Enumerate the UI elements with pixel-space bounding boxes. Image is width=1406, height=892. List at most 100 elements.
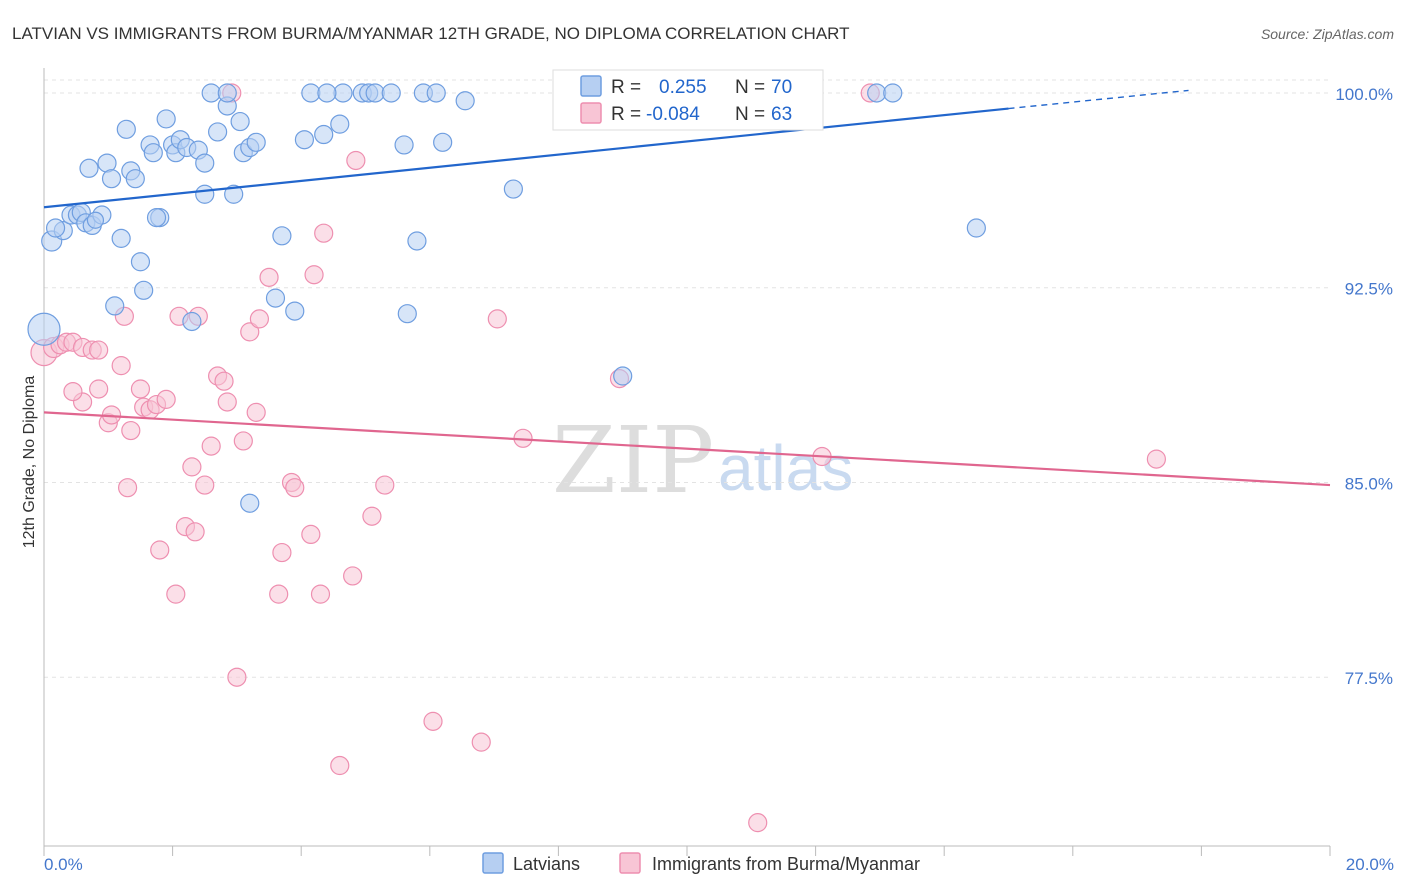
burma-point [89,379,109,399]
latvians-point [455,91,475,111]
burma-point [301,524,321,545]
burma-point [748,813,768,833]
stats-swatch-burma [580,102,602,124]
y-tick-label: 92.5% [1345,280,1393,299]
latvians-point [146,208,167,228]
latvians-point [867,83,887,103]
latvians-point [265,288,286,308]
latvians-point [208,122,228,142]
legend-label-burma: Immigrants from Burma/Myanmar [652,854,920,874]
latvians-point [246,132,266,152]
latvians-point [397,304,417,324]
stats-r-label-latvians: R = [611,77,641,98]
burma-point [214,371,234,391]
burma-point [314,223,334,243]
latvians-point [285,301,305,321]
latvians-point [101,169,122,189]
latvians-point [240,493,260,513]
burma-point [111,356,131,376]
latvians-point [105,296,125,316]
stats-swatch-latvians [580,75,602,97]
burma-point [217,392,237,412]
latvians-point [195,153,215,173]
chart-source: Source: ZipAtlas.com [1261,26,1394,42]
burma-point [330,755,350,776]
latvians-point [79,158,99,178]
burma-point [246,402,266,422]
burma-trend-line [43,411,1331,487]
stats-legend: R = 0.255 N = 70 R = -0.084 N = 63 [552,69,824,131]
latvians-point [230,111,250,132]
burma-point [117,478,138,498]
latvians-point [134,280,154,300]
y-axis-label: 12th Grade, No Diploma [21,376,38,549]
latvians-point [125,169,145,189]
burma-point [259,267,279,287]
series-latvians [27,83,986,513]
legend-swatch-latvians [482,852,504,874]
y-tick-label: 85.0% [1345,474,1393,493]
stats-n-label-latvians: N = [735,77,765,98]
stats-r-label-burma: R = [611,104,641,125]
latvians-point [883,83,903,103]
burma-point [185,522,205,542]
burma-point [272,542,292,563]
legend-label-latvians: Latvians [513,854,580,874]
burma-point [89,340,109,360]
watermark-zip: ZIP [552,407,714,514]
burma-point [1146,449,1166,469]
y-tick-label: 100.0% [1335,85,1393,104]
burma-point [233,431,253,451]
burma-point [130,379,151,399]
burma-point [269,584,289,604]
latvians-point [330,114,350,134]
burma-point [150,540,170,560]
latvians-point [503,179,523,199]
latvians-point [224,184,244,204]
latvians-point [317,83,337,103]
burma-point [182,457,202,477]
burma-point [121,420,141,441]
series-burma [30,83,1166,833]
latvians-point [45,218,66,238]
latvians-point [966,218,986,238]
gridlines [44,79,1330,678]
latvians-trend-extension [1008,89,1189,110]
burma-point [487,309,507,329]
latvians-point [613,366,633,386]
burma-point [240,322,260,342]
latvians-point [407,231,427,251]
trend-lines [43,89,1331,487]
latvians-point [314,124,334,145]
latvians-point [111,228,131,248]
burma-point [375,475,395,495]
burma-point [343,566,363,586]
chart-title: LATVIAN VS IMMIGRANTS FROM BURMA/MYANMAR… [12,24,850,43]
x-tick-label: 0.0% [44,855,83,874]
watermark: ZIP atlas [552,407,853,514]
latvians-point [27,312,61,346]
latvians-point [156,109,176,129]
latvians-point [86,211,105,229]
latvians-point [381,83,401,103]
stats-r-value-burma: -0.084 [646,104,700,125]
burma-point [166,584,186,604]
burma-point [156,389,176,409]
legend-swatch-burma [619,852,641,874]
latvians-point [433,132,453,152]
x-tick-marks [43,846,1331,856]
latvians-point [143,143,163,163]
watermark-atlas: atlas [718,432,853,504]
stats-n-value-burma: 63 [771,104,792,125]
latvians-point [426,83,446,103]
burma-point [249,309,270,329]
latvians-point [394,135,414,155]
burma-point [362,506,382,526]
burma-point [471,732,491,752]
burma-point [285,478,305,498]
burma-point [195,475,215,495]
latvians-point [333,83,353,103]
y-tick-labels: 100.0% 92.5% 85.0% 77.5% [1335,85,1393,688]
burma-point [304,265,324,285]
